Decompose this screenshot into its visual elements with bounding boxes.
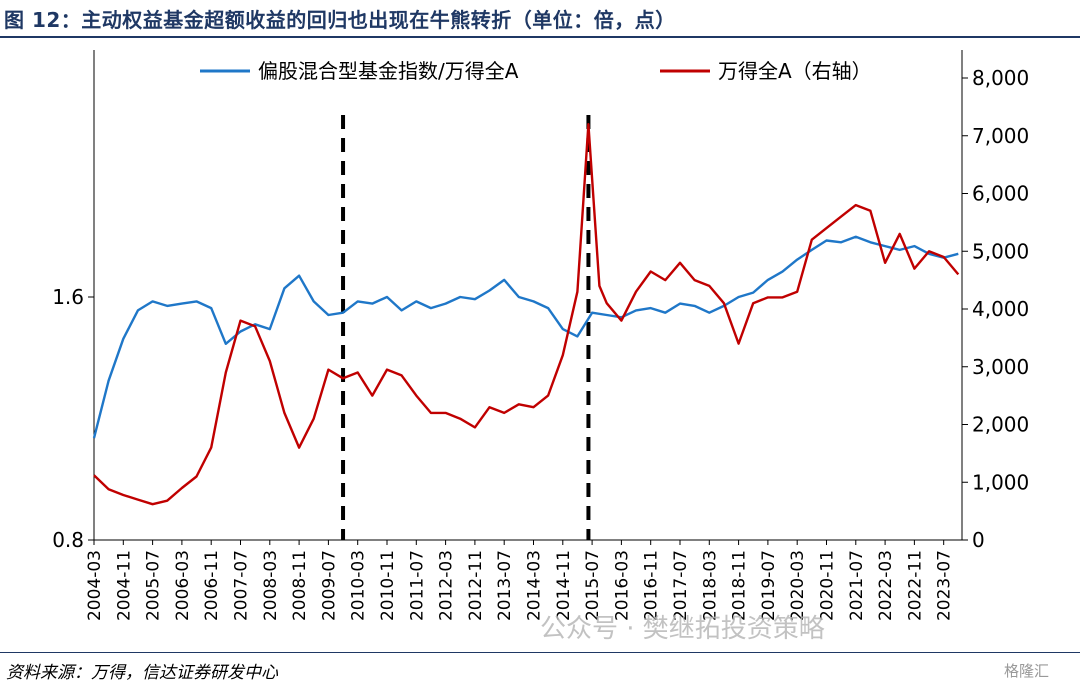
x-tick-label: 2008-11 <box>290 550 310 621</box>
x-tick-label: 2016-11 <box>642 550 662 621</box>
x-tick-label: 2019-07 <box>759 550 779 621</box>
x-tick-label: 2021-07 <box>847 550 867 621</box>
series-line-wind-a <box>93 122 960 506</box>
x-tick-label: 2018-03 <box>700 550 720 621</box>
x-tick-label: 2010-03 <box>349 550 369 621</box>
y-right-tick-label: 6,000 <box>972 182 1029 206</box>
x-tick-label: 2023-07 <box>935 550 955 621</box>
x-tick-label: 2008-03 <box>261 550 281 621</box>
x-tick-label: 2006-03 <box>173 550 193 621</box>
x-tick-label: 2017-07 <box>671 550 691 621</box>
legend-label: 偏股混合型基金指数/万得全A <box>258 59 519 83</box>
source-note: 资料来源：万得，信达证券研发中心 <box>6 663 278 683</box>
title-divider <box>0 36 1080 38</box>
x-tick-label: 2022-11 <box>905 550 925 621</box>
x-tick-label: 2009-07 <box>319 550 339 621</box>
x-tick-label: 2004-11 <box>114 550 134 621</box>
x-tick-label: 2013-07 <box>495 550 515 621</box>
x-tick-label: 2006-11 <box>202 550 222 621</box>
x-tick-label: 2010-11 <box>378 550 398 621</box>
watermark: 公众号 · 樊继拓投资策略 <box>540 614 825 644</box>
y-right-tick-label: 4,000 <box>972 297 1029 321</box>
series-line-fund-ratio <box>92 235 959 439</box>
x-tick-label: 2014-03 <box>524 550 544 621</box>
x-tick-label: 2012-11 <box>466 550 486 621</box>
y-right-tick-label: 3,000 <box>972 355 1029 379</box>
chart-title: 图 12：主动权益基金超额收益的回归也出现在牛熊转折（单位：倍，点） <box>4 8 676 32</box>
y-right-tick-label: 8,000 <box>972 66 1029 90</box>
x-tick-label: 2016-03 <box>612 550 632 621</box>
x-tick-label: 2022-03 <box>876 550 896 621</box>
x-tick-label: 2020-11 <box>817 550 837 621</box>
x-tick-label: 2012-03 <box>437 550 457 621</box>
y-right-tick-label: 2,000 <box>972 413 1029 437</box>
x-tick-label: 2015-07 <box>583 550 603 621</box>
x-tick-label: 2011-07 <box>407 550 427 621</box>
brand-logo: 格隆汇 <box>1004 662 1050 680</box>
y-right-tick-label: 7,000 <box>972 124 1029 148</box>
y-left-tick-label: 0.8 <box>52 528 84 552</box>
x-tick-label: 2004-03 <box>85 550 105 621</box>
y-right-tick-label: 5,000 <box>972 239 1029 263</box>
x-tick-label: 2005-07 <box>144 550 164 621</box>
legend-label: 万得全A（右轴） <box>718 59 872 83</box>
y-right-tick-label: 0 <box>972 528 985 552</box>
footer-divider <box>0 652 1080 653</box>
y-right-tick-label: 1,000 <box>972 470 1029 494</box>
x-tick-label: 2018-11 <box>730 550 750 621</box>
y-left-tick-label: 1.6 <box>52 285 84 309</box>
x-tick-label: 2020-03 <box>788 550 808 621</box>
x-tick-label: 2007-07 <box>231 550 251 621</box>
x-tick-label: 2014-11 <box>554 550 574 621</box>
